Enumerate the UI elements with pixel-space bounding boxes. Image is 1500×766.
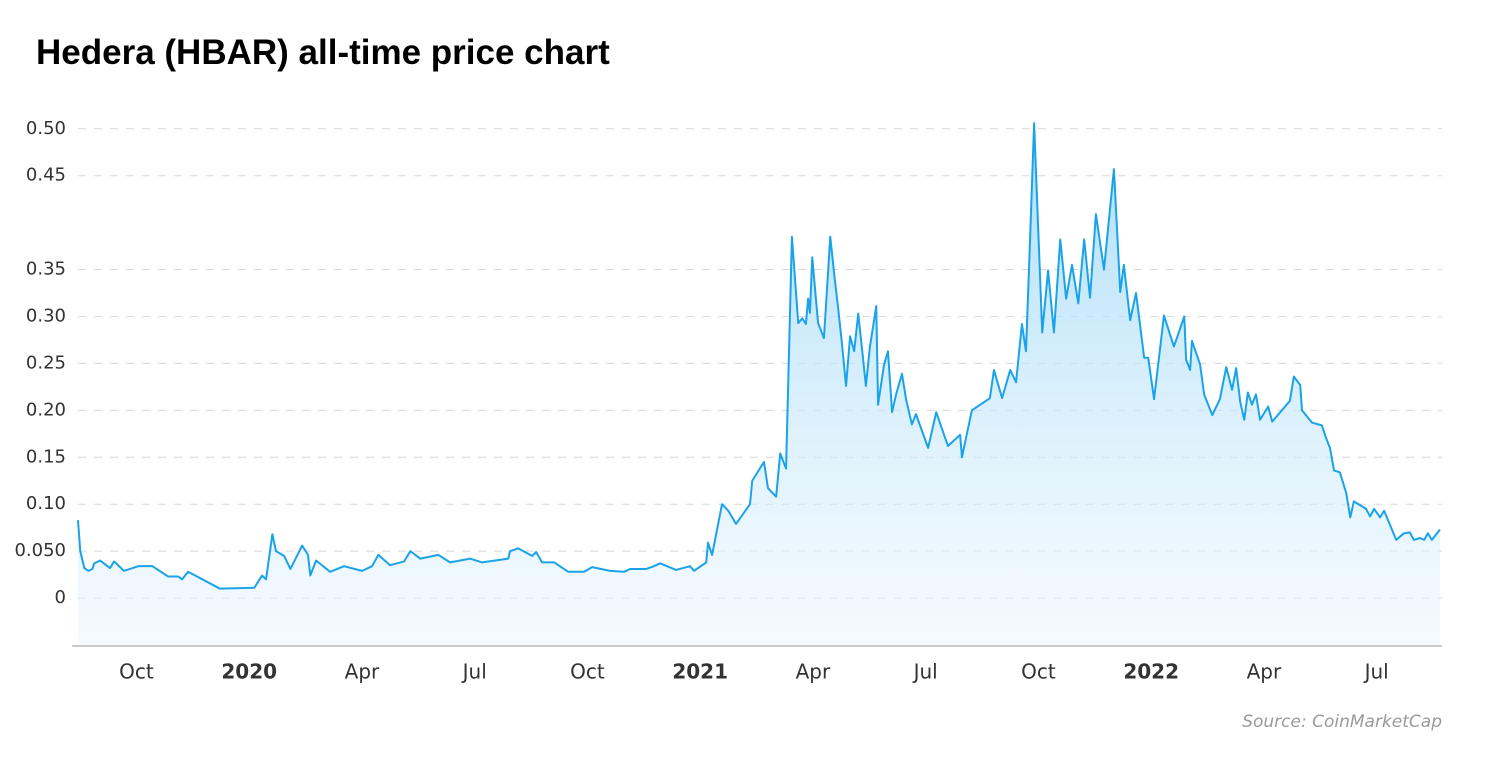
x-tick-label: Apr bbox=[1247, 660, 1282, 684]
x-tick-label: Jul bbox=[912, 660, 938, 684]
y-tick-label: 0.35 bbox=[26, 259, 66, 280]
x-tick-label: Oct bbox=[570, 660, 605, 684]
x-tick-label: 2021 bbox=[672, 660, 728, 684]
source-note: Source: CoinMarketCap bbox=[1242, 712, 1442, 732]
chart-title: Hedera (HBAR) all-time price chart bbox=[36, 33, 610, 72]
y-tick-label: 0.10 bbox=[26, 493, 66, 514]
price-area bbox=[78, 123, 1440, 645]
x-tick-label: Apr bbox=[796, 660, 831, 684]
plot-area bbox=[77, 122, 1441, 645]
x-tick-label: Jul bbox=[461, 660, 487, 684]
x-tick-label: 2020 bbox=[221, 660, 277, 684]
y-tick-label: 0.050 bbox=[14, 540, 66, 561]
y-tick-label: 0.25 bbox=[26, 352, 66, 373]
x-tick-label: 2022 bbox=[1123, 660, 1179, 684]
x-tick-label: Jul bbox=[1363, 660, 1389, 684]
y-tick-label: 0.20 bbox=[26, 399, 66, 420]
x-tick-label: Oct bbox=[119, 660, 154, 684]
y-tick-label: 0 bbox=[55, 587, 66, 608]
y-tick-label: 0.30 bbox=[26, 305, 66, 326]
x-tick-label: Apr bbox=[345, 660, 380, 684]
y-tick-label: 0.50 bbox=[26, 118, 66, 139]
price-line bbox=[77, 122, 1441, 590]
y-tick-label: 0.15 bbox=[26, 446, 66, 467]
y-tick-label: 0.45 bbox=[26, 165, 66, 186]
tick-labels: 0.50 0.45 0.35 0.30 0.25 0.20 0.15 0.10 0.050 0 Oc… bbox=[14, 118, 1388, 684]
x-tick-label: Oct bbox=[1021, 660, 1056, 684]
